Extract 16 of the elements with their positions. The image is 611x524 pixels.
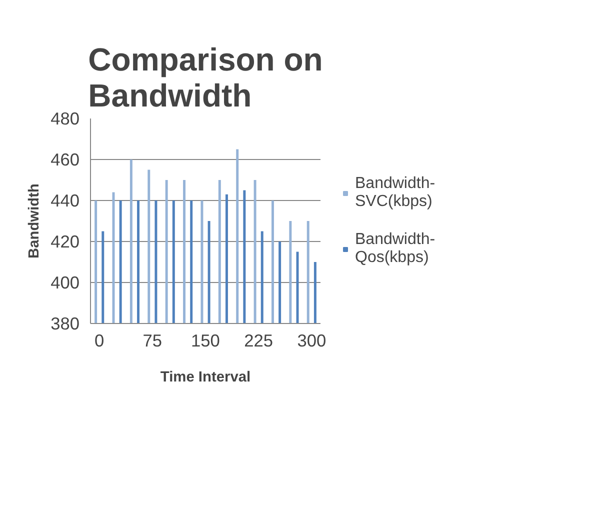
x-tick-label: 75: [142, 330, 162, 350]
legend-label: Bandwidth-Qos(kbps): [355, 230, 436, 266]
x-tick-label: 0: [94, 330, 104, 350]
legend-label: Bandwidth-SVC(kbps): [355, 174, 436, 210]
y-tick-label: 480: [50, 108, 80, 128]
y-tick-label: 460: [50, 150, 80, 170]
y-tick-label: 420: [50, 232, 80, 252]
x-axis-title: Time Interval: [160, 370, 251, 386]
x-tick-label: 225: [244, 330, 274, 350]
y-tick-label: 380: [50, 314, 80, 334]
x-tick-label: 150: [191, 330, 220, 350]
chart-title: Comparison on Bandwidth: [88, 42, 323, 114]
y-tick-label: 400: [50, 272, 80, 292]
x-tick-label: 300: [297, 330, 326, 350]
y-axis-title: Bandwidth: [26, 184, 43, 258]
y-tick-label: 440: [50, 190, 80, 210]
